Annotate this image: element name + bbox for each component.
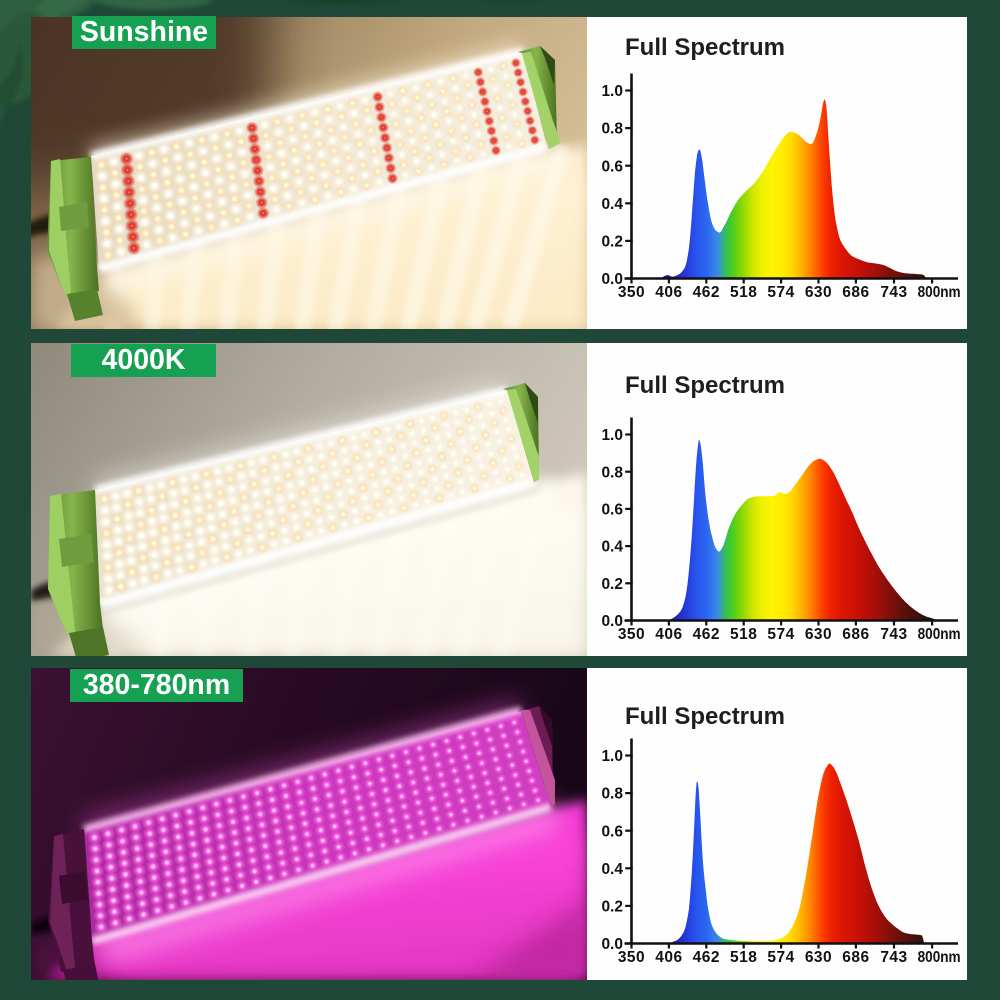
svg-text:800nm: 800nm [918, 626, 961, 643]
svg-text:518: 518 [730, 949, 757, 966]
svg-text:0.2: 0.2 [601, 576, 623, 593]
svg-text:0.4: 0.4 [601, 861, 623, 878]
svg-text:743: 743 [880, 949, 907, 966]
svg-text:0.4: 0.4 [601, 539, 623, 556]
svg-text:462: 462 [693, 949, 720, 966]
svg-text:686: 686 [842, 284, 869, 301]
svg-text:406: 406 [655, 949, 682, 966]
svg-text:0.8: 0.8 [601, 121, 623, 138]
svg-text:630: 630 [805, 284, 832, 301]
svg-text:1.0: 1.0 [601, 748, 623, 765]
svg-text:800nm: 800nm [918, 284, 961, 301]
svg-text:0.6: 0.6 [601, 502, 623, 519]
svg-text:0.0: 0.0 [601, 613, 623, 630]
svg-text:0.0: 0.0 [601, 271, 623, 288]
svg-text:0.4: 0.4 [601, 196, 623, 213]
svg-text:630: 630 [805, 626, 832, 643]
svg-text:406: 406 [655, 626, 682, 643]
svg-text:350: 350 [618, 949, 645, 966]
svg-text:743: 743 [880, 284, 907, 301]
svg-text:406: 406 [655, 284, 682, 301]
svg-text:350: 350 [618, 626, 645, 643]
svg-text:0.0: 0.0 [601, 936, 623, 953]
svg-text:0.6: 0.6 [601, 158, 623, 175]
svg-text:Full Spectrum: Full Spectrum [625, 34, 785, 61]
svg-text:574: 574 [767, 949, 794, 966]
svg-text:462: 462 [693, 626, 720, 643]
svg-text:0.6: 0.6 [601, 823, 623, 840]
svg-text:Full Spectrum: Full Spectrum [625, 703, 785, 730]
svg-text:574: 574 [767, 284, 794, 301]
svg-text:686: 686 [842, 949, 869, 966]
svg-text:0.2: 0.2 [601, 899, 623, 916]
svg-text:574: 574 [767, 626, 794, 643]
svg-text:743: 743 [880, 626, 907, 643]
svg-text:630: 630 [805, 949, 832, 966]
svg-text:Full Spectrum: Full Spectrum [625, 372, 785, 399]
svg-text:1.0: 1.0 [601, 83, 623, 100]
svg-text:686: 686 [842, 626, 869, 643]
svg-text:462: 462 [693, 284, 720, 301]
svg-text:0.8: 0.8 [601, 786, 623, 803]
svg-text:518: 518 [730, 284, 757, 301]
svg-text:518: 518 [730, 626, 757, 643]
svg-text:0.8: 0.8 [601, 464, 623, 481]
svg-text:800nm: 800nm [918, 949, 961, 966]
svg-text:1.0: 1.0 [601, 427, 623, 444]
svg-text:350: 350 [618, 284, 645, 301]
svg-text:0.2: 0.2 [601, 234, 623, 251]
